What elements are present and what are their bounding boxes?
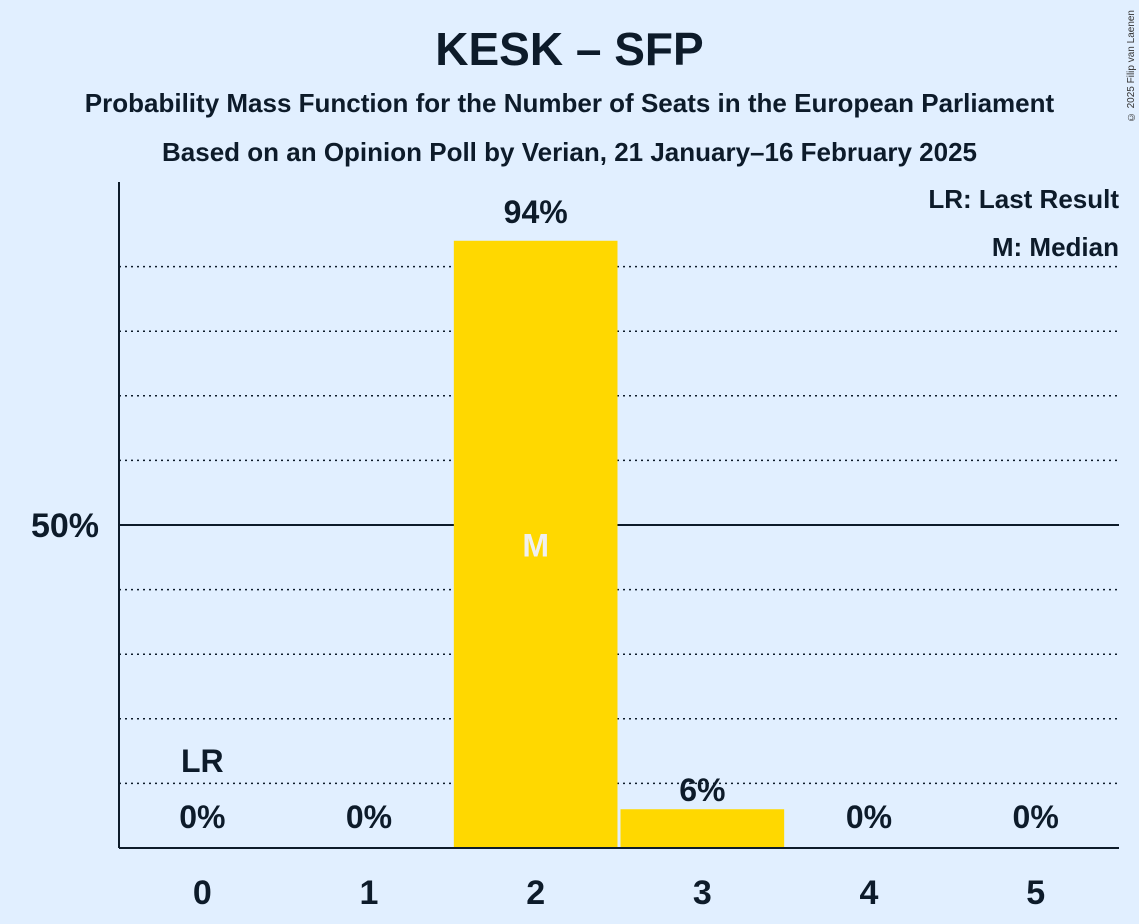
y-tick-label: 50% — [31, 507, 99, 545]
legend-last-result: LR: Last Result — [928, 184, 1119, 214]
x-tick-label-2: 2 — [526, 874, 545, 912]
median-marker: M — [522, 527, 549, 563]
chart-title: KESK – SFP — [435, 23, 704, 75]
bar-3 — [620, 809, 785, 848]
bar-2 — [453, 240, 618, 848]
chart-subtitle-2: Based on an Opinion Poll by Verian, 21 J… — [162, 137, 977, 167]
chart-subtitle-1: Probability Mass Function for the Number… — [84, 88, 1055, 118]
value-label-4: 0% — [846, 799, 892, 835]
x-tick-label-1: 1 — [360, 874, 379, 912]
value-label-5: 0% — [1013, 799, 1059, 835]
value-label-0: 0% — [179, 799, 225, 835]
value-label-1: 0% — [346, 799, 392, 835]
legend-median: M: Median — [991, 232, 1119, 262]
value-label-2: 94% — [504, 194, 568, 230]
x-tick-label-5: 5 — [1026, 874, 1045, 912]
value-label-3: 6% — [679, 772, 725, 808]
x-tick-label-0: 0 — [193, 874, 212, 912]
x-tick-label-3: 3 — [693, 874, 712, 912]
x-tick-label-4: 4 — [860, 874, 879, 912]
last-result-marker: LR — [181, 743, 224, 779]
